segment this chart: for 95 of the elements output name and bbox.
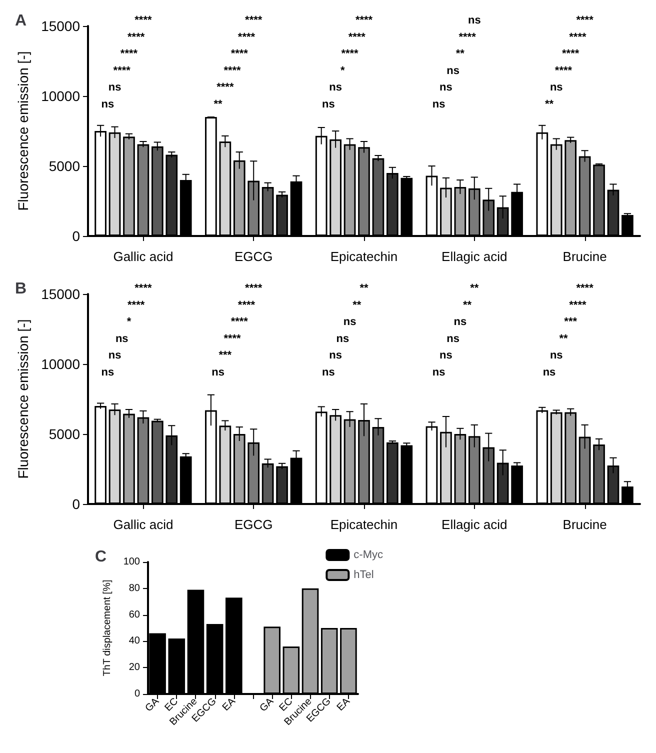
text: **** xyxy=(134,282,152,294)
x-tick-label: Brucine xyxy=(562,249,607,264)
x-tick-label: Brucine xyxy=(562,517,607,532)
annotation: *** xyxy=(218,350,232,362)
y-tick-label: 40 xyxy=(128,636,140,647)
text: ** xyxy=(470,282,480,294)
y-tick-label: 15000 xyxy=(41,286,80,302)
chart-title: B xyxy=(15,280,27,298)
annotation: **** xyxy=(120,48,138,60)
annotation: **** xyxy=(128,31,146,44)
annotation: ** xyxy=(214,98,224,110)
x-tick-label: Ellagic acid xyxy=(442,517,508,532)
annotation: ns xyxy=(108,350,122,362)
x-tick-label: Epicatechin xyxy=(330,249,398,264)
annotation: **** xyxy=(224,332,242,345)
x-tick-label: Gallic acid xyxy=(113,249,174,264)
x-tick-label: GA xyxy=(143,696,162,714)
y-axis-title: Fluorescence emission [-] xyxy=(15,319,32,479)
annotation: ** xyxy=(463,299,472,312)
y-axis-title: Fluorescence emission [-] xyxy=(15,51,32,211)
text: **** xyxy=(245,282,263,294)
annotation: **** xyxy=(562,48,580,60)
y-tick-label: 0 xyxy=(72,228,80,244)
x-tick-label: Epicatechin xyxy=(330,517,398,532)
annotation: **** xyxy=(352,282,369,312)
annotation: **** xyxy=(238,31,256,44)
x-tick-label: Ellagic acid xyxy=(442,249,508,264)
y-tick-label: 15000 xyxy=(41,18,80,34)
annotation: **** xyxy=(113,64,132,77)
y-axis-title: ThT displacement [%] xyxy=(102,580,113,676)
y-tick-label: 20 xyxy=(128,662,140,674)
annotation: **** xyxy=(224,64,242,77)
annotation: **** xyxy=(238,299,256,312)
annotation: ns xyxy=(322,98,335,110)
annotation: ns xyxy=(440,350,452,362)
annotation: **** xyxy=(569,299,587,312)
y-tick-label: 10000 xyxy=(41,88,80,104)
annotation: ** xyxy=(559,332,568,345)
annotation: ns xyxy=(343,316,356,328)
y-tick-label: 5000 xyxy=(48,426,80,442)
annotation: * xyxy=(340,64,346,77)
legend-label: hTel xyxy=(354,569,374,581)
x-tick-label: EA xyxy=(220,696,238,714)
annotation: **** xyxy=(128,299,146,312)
annotation: **** xyxy=(230,316,249,328)
x-tick-label: EA xyxy=(335,696,353,714)
annotation: **** xyxy=(230,48,249,60)
annotation: ns xyxy=(454,316,467,328)
annotation: **** xyxy=(569,31,587,44)
annotation: ns xyxy=(432,98,446,110)
annotation: ns xyxy=(440,82,452,94)
x-tick-label: EGCG xyxy=(234,517,273,532)
legend-label: c-Myc xyxy=(354,549,384,561)
x-tick-label: Gallic acid xyxy=(113,517,174,532)
y-tick-label: 60 xyxy=(128,609,140,620)
annotation: **** xyxy=(554,64,573,77)
annotation: ns xyxy=(212,366,224,378)
annotation: ns xyxy=(101,98,114,110)
annotation: ** xyxy=(544,98,554,110)
annotation: ** xyxy=(456,48,466,60)
annotation: **** xyxy=(458,31,477,44)
annotation: **** xyxy=(348,31,366,44)
annotation: ns xyxy=(446,64,460,77)
annotation: **** xyxy=(216,82,234,94)
y-tick-label: 0 xyxy=(72,496,80,512)
y-tick-label: 100 xyxy=(123,556,140,568)
annotation: ns xyxy=(108,82,122,94)
annotation: ns xyxy=(550,82,563,94)
chart-title: C xyxy=(95,548,107,566)
annotation: ns xyxy=(115,332,128,345)
annotation: ns xyxy=(329,350,342,362)
text: **** xyxy=(576,14,594,26)
x-tick-label: GA xyxy=(258,696,276,714)
annotation: * xyxy=(126,316,132,328)
annotation: ns xyxy=(336,332,350,345)
annotation: ns xyxy=(542,366,556,378)
text: **** xyxy=(134,14,152,26)
y-tick-label: 80 xyxy=(128,582,140,594)
y-tick-label: 5000 xyxy=(48,158,80,174)
annotation: ns xyxy=(101,366,114,378)
x-tick-label: EGCG xyxy=(234,249,273,264)
annotation: *** xyxy=(564,316,578,328)
y-tick-label: 0 xyxy=(134,688,140,700)
annotation: ns xyxy=(550,350,563,362)
annotation: ns xyxy=(446,332,460,345)
annotation: ns xyxy=(432,366,446,378)
annotation: ns xyxy=(329,82,342,94)
chart-title: A xyxy=(15,12,27,30)
y-tick-label: 10000 xyxy=(41,356,80,372)
annotation: **** xyxy=(341,48,360,60)
annotation: ns xyxy=(322,366,335,378)
text: **** xyxy=(355,14,374,26)
text: **** xyxy=(245,14,263,26)
text: ns xyxy=(468,14,481,26)
text: **** xyxy=(576,282,594,294)
